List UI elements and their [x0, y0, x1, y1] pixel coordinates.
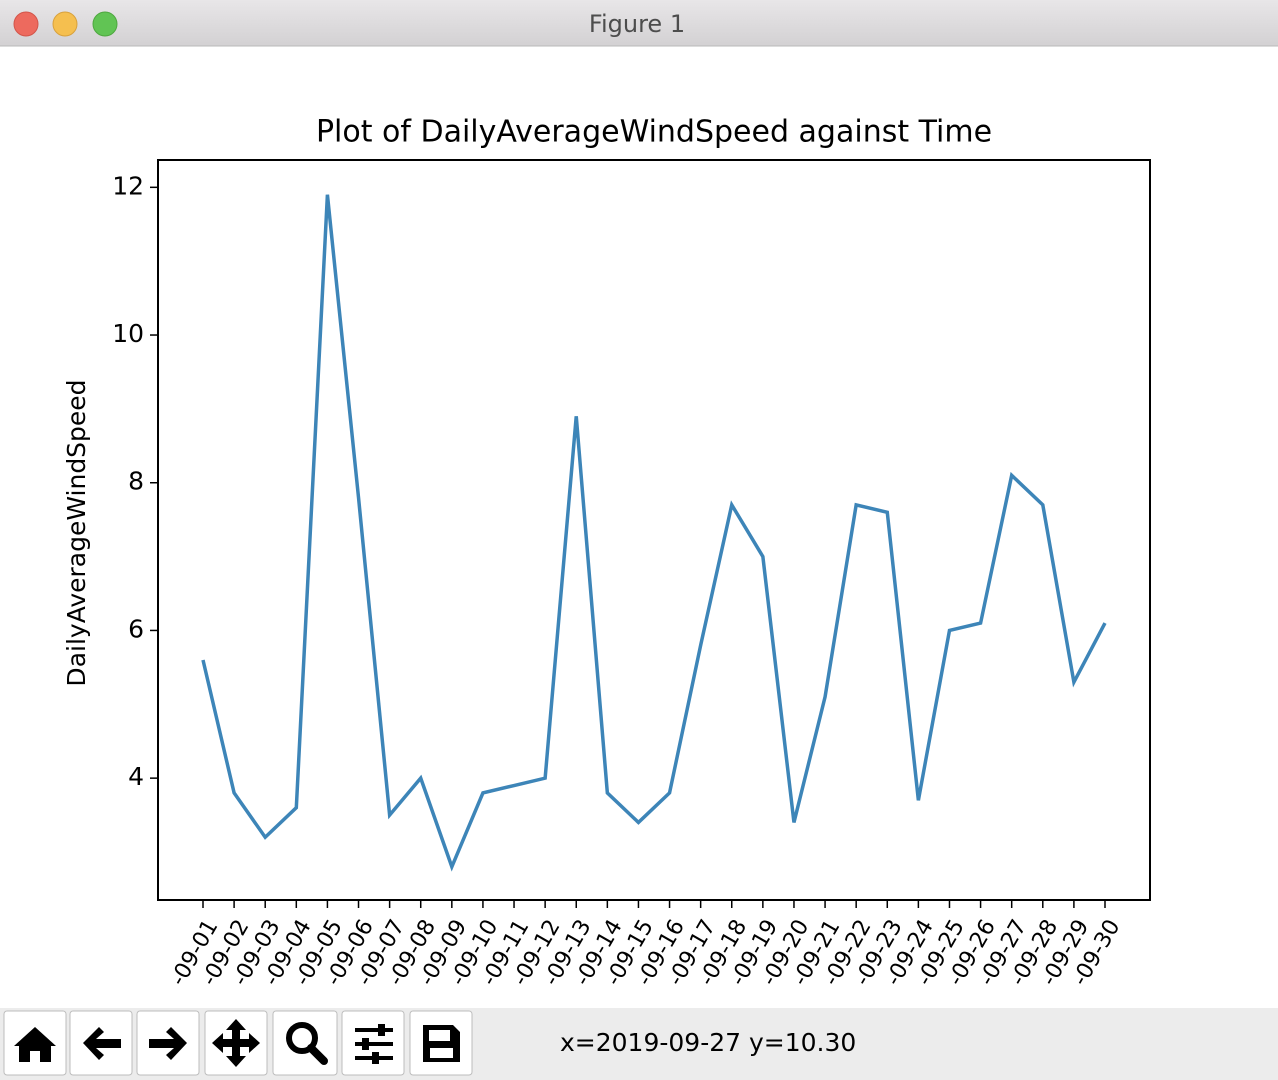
- slider-knob: [362, 1038, 369, 1050]
- y-tick-label: 8: [128, 467, 144, 496]
- back-icon: [83, 1027, 121, 1060]
- chart-title: Plot of DailyAverageWindSpeed against Ti…: [316, 115, 992, 150]
- zoom-icon-handle: [307, 1044, 328, 1065]
- minimize-button[interactable]: [52, 11, 78, 37]
- window-title: Figure 1: [589, 10, 685, 38]
- plot-frame: [157, 159, 1151, 901]
- toolbar-icons: [14, 1019, 460, 1067]
- save-icon: [423, 1025, 460, 1062]
- slider-knob: [372, 1052, 379, 1064]
- forward-icon: [149, 1027, 187, 1060]
- status-text: x=2019-09-27 y=10.30: [560, 1028, 856, 1057]
- y-axis-label: DailyAverageWindSpeed: [62, 379, 91, 686]
- slider-knob: [378, 1024, 385, 1036]
- y-tick-label: 12: [112, 171, 144, 200]
- pan-icon: [212, 1019, 260, 1067]
- close-button[interactable]: [13, 11, 39, 37]
- title-bar: [0, 0, 1278, 46]
- zoom-rect-button[interactable]: [272, 1010, 338, 1076]
- series-line: [201, 194, 1107, 872]
- zoom-button[interactable]: [92, 11, 118, 37]
- zoom-icon: [286, 1022, 318, 1054]
- y-tick-label: 10: [112, 319, 144, 348]
- y-tick-label: 6: [128, 614, 144, 643]
- y-tick-label: 4: [128, 762, 144, 791]
- home-icon: [14, 1027, 56, 1062]
